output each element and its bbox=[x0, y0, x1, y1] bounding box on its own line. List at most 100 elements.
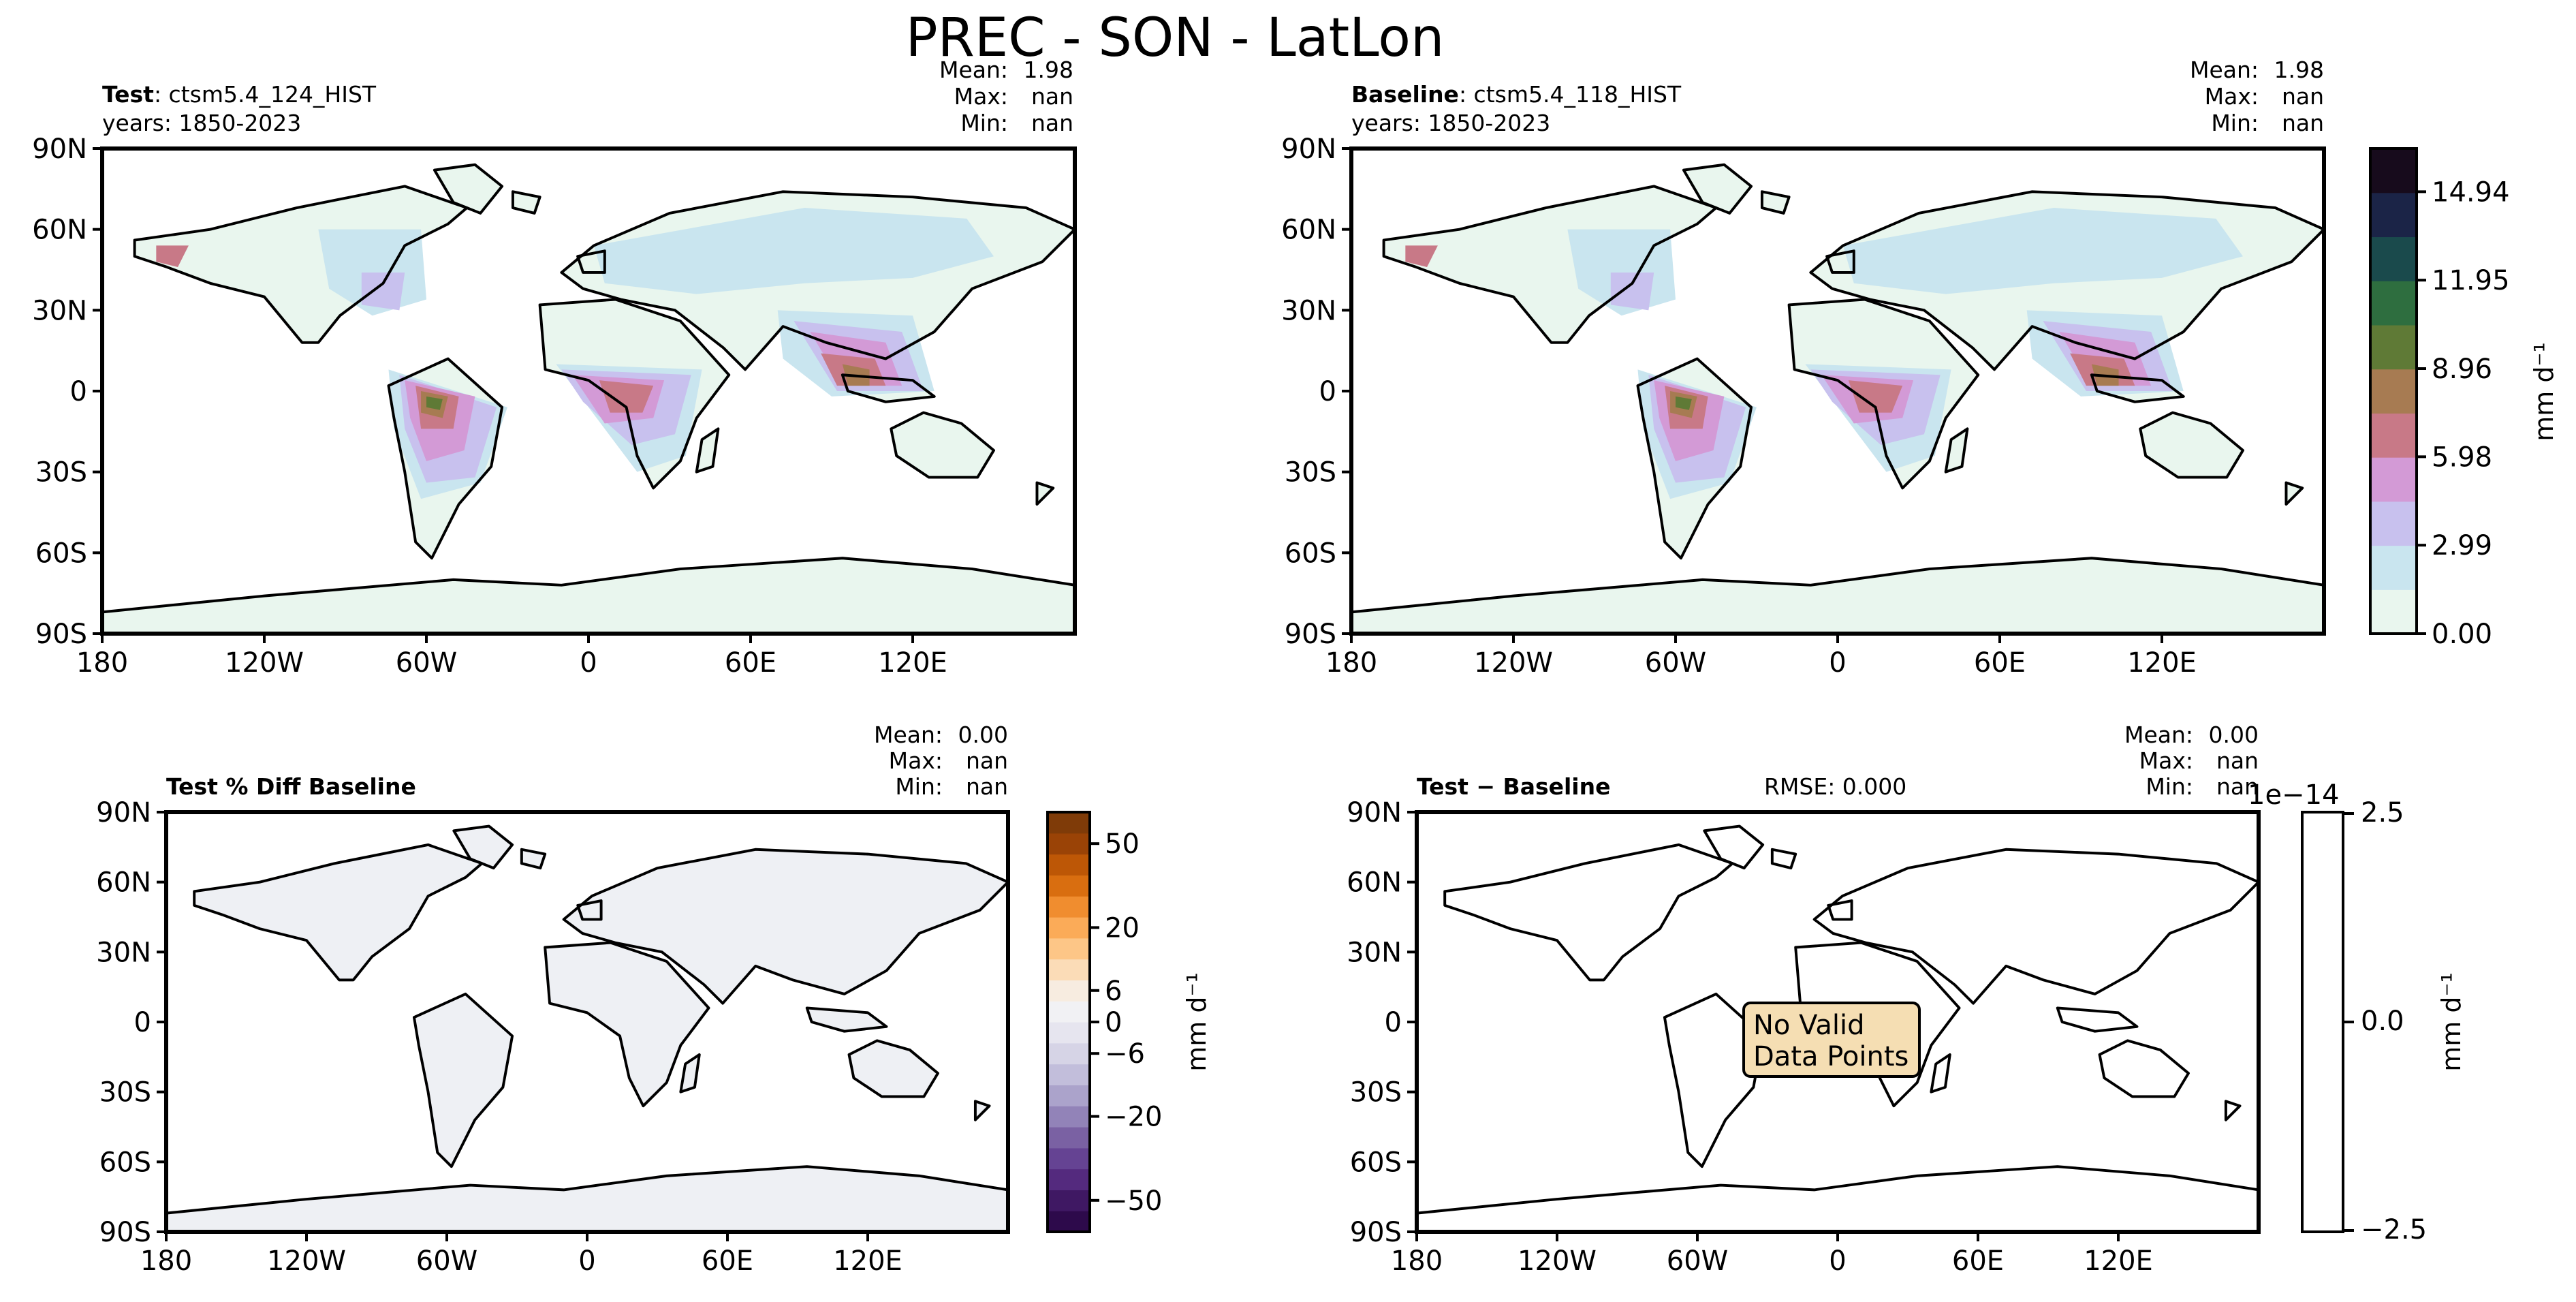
stat-value: nan bbox=[2282, 110, 2324, 136]
stat-value: nan bbox=[2282, 83, 2324, 110]
stat-label: Min: bbox=[2146, 773, 2193, 800]
colorbar-pctdiff-tick-label: 20 bbox=[1105, 912, 1140, 944]
stat-label: Max: bbox=[2205, 83, 2259, 110]
lat-tick-label: 60S bbox=[1285, 538, 1336, 569]
colorbar-prec-tick-label: 5.98 bbox=[2432, 441, 2492, 473]
panel-baseline-label: Baseline: ctsm5.4_118_HIST bbox=[1351, 81, 1682, 108]
lat-tick-label: 30S bbox=[1285, 457, 1336, 489]
colorbar-pctdiff-swatch bbox=[1048, 980, 1090, 1002]
stat-label: Min: bbox=[960, 110, 1008, 136]
colorbar-pctdiff-swatch bbox=[1048, 917, 1090, 939]
lon-tick-label: 120W bbox=[1474, 647, 1553, 679]
panel-diff-label: Test − Baseline bbox=[1417, 773, 1611, 800]
colorbar-prec: 0.00 2.99 5.98 8.96 11.95 14.94 bbox=[2369, 147, 2510, 650]
no-data-box: No Valid Data Points bbox=[1742, 1002, 1921, 1078]
colorbar-pctdiff-swatch bbox=[1048, 896, 1090, 918]
lat-tick-label: 30N bbox=[1281, 295, 1336, 326]
lat-tick-label: 90N bbox=[1281, 134, 1336, 165]
colorbar-prec-tick-label: 8.96 bbox=[2432, 354, 2492, 385]
stat-value: 0.00 bbox=[958, 722, 1008, 748]
figure-title: PREC - SON - LatLon bbox=[906, 7, 1445, 69]
colorbar-pctdiff-swatch bbox=[1048, 1001, 1090, 1023]
colorbar-pctdiff-tick-label: −6 bbox=[1105, 1038, 1145, 1070]
lon-tick-label: 180 bbox=[140, 1245, 192, 1277]
colorbar-prec-unit: mm d⁻¹ bbox=[2529, 342, 2559, 441]
colorbar-pctdiff-swatch bbox=[1048, 1190, 1090, 1211]
lat-tick-label: 60S bbox=[35, 538, 87, 569]
lon-tick-label: 180 bbox=[1325, 647, 1377, 679]
stat-label: Mean: bbox=[939, 57, 1008, 83]
lat-tick-label: 90N bbox=[96, 797, 151, 828]
lat-tick-label: 30N bbox=[96, 937, 151, 968]
lat-tick-label: 30S bbox=[35, 457, 87, 489]
stat-label: Mean: bbox=[2190, 57, 2259, 83]
stat-label: Mean: bbox=[874, 722, 943, 748]
colorbar-prec-swatch bbox=[2370, 236, 2417, 281]
colorbar-pctdiff-swatch bbox=[1048, 937, 1090, 960]
lat-tick-label: 0 bbox=[1385, 1007, 1402, 1038]
map-pctdiff bbox=[164, 810, 1010, 1234]
stat-value: nan bbox=[2216, 747, 2259, 774]
stat-label: Max: bbox=[2139, 747, 2193, 774]
colorbar-pctdiff-tick-label: 0 bbox=[1105, 1007, 1122, 1038]
colorbar-diff-tick: −2.5 bbox=[2361, 1214, 2427, 1245]
lat-tick-label: 60N bbox=[32, 215, 87, 246]
stat-value: nan bbox=[2216, 773, 2259, 800]
colorbar-pctdiff-unit: mm d⁻¹ bbox=[1182, 972, 1212, 1072]
stat-value: 1.98 bbox=[1024, 57, 1073, 83]
panel-diff: Test − Baseline RMSE: 0.000 Mean: 0.00 M… bbox=[1347, 722, 2261, 1277]
colorbar-prec-swatch bbox=[2370, 369, 2417, 414]
panel-test-years: years: 1850-2023 bbox=[102, 110, 301, 136]
colorbar-pctdiff-tick-label: 50 bbox=[1105, 828, 1140, 860]
lon-tick-label: 60W bbox=[396, 647, 457, 679]
colorbar-prec-swatch bbox=[2370, 589, 2417, 634]
colorbar-prec-swatch bbox=[2370, 324, 2417, 370]
colorbar-prec-tick-label: 0.00 bbox=[2432, 619, 2492, 650]
stat-label: Mean: bbox=[2124, 722, 2193, 748]
colorbar-pctdiff-swatch bbox=[1048, 1127, 1090, 1149]
colorbar-diff-tick: 2.5 bbox=[2361, 797, 2404, 828]
map-baseline bbox=[1349, 146, 2326, 636]
lon-tick-label: 60W bbox=[1645, 647, 1706, 679]
panel-test: Test: ctsm5.4_124_HIST years: 1850-2023 … bbox=[32, 57, 1077, 679]
lat-tick-label: 30S bbox=[1350, 1077, 1402, 1109]
colorbar-pctdiff-tick-label: −50 bbox=[1105, 1185, 1162, 1217]
stat-label: Min: bbox=[2211, 110, 2259, 136]
lon-tick-label: 60E bbox=[725, 647, 776, 679]
stat-label: Max: bbox=[889, 747, 943, 774]
colorbar-diff-offset: 1e−14 bbox=[2248, 779, 2339, 811]
lat-tick-label: 90S bbox=[35, 619, 87, 650]
lon-tick-label: 60E bbox=[702, 1245, 753, 1277]
lon-tick-label: 120E bbox=[878, 647, 947, 679]
colorbar-diff-unit: mm d⁻¹ bbox=[2436, 972, 2466, 1072]
lat-tick-label: 0 bbox=[70, 376, 87, 407]
no-data-text-line2: Data Points bbox=[1753, 1041, 1909, 1072]
lon-tick-label: 0 bbox=[1829, 1245, 1846, 1277]
colorbar-pctdiff-tick-label: 6 bbox=[1105, 976, 1122, 1007]
colorbar-pctdiff-swatch bbox=[1048, 1211, 1090, 1233]
stat-value: nan bbox=[1031, 83, 1073, 110]
lon-tick-label: 180 bbox=[1391, 1245, 1443, 1277]
stat-label: Min: bbox=[895, 773, 943, 800]
colorbar-pctdiff-swatch bbox=[1048, 1168, 1090, 1190]
colorbar-pctdiff-swatch bbox=[1048, 1106, 1090, 1128]
lon-tick-label: 120E bbox=[2127, 647, 2197, 679]
lon-tick-label: 120W bbox=[225, 647, 304, 679]
panel-baseline: Baseline: ctsm5.4_118_HIST years: 1850-2… bbox=[1281, 57, 2326, 679]
colorbar-pctdiff-swatch bbox=[1048, 1147, 1090, 1170]
panel-pctdiff: Test % Diff Baseline Mean: 0.00 Max: nan… bbox=[96, 722, 1010, 1277]
lat-tick-label: 0 bbox=[134, 1007, 151, 1038]
colorbar-pctdiff-swatch bbox=[1048, 875, 1090, 897]
lon-tick-label: 60W bbox=[416, 1245, 477, 1277]
lon-tick-label: 120E bbox=[2084, 1245, 2153, 1277]
stat-value: 0.00 bbox=[2209, 722, 2259, 748]
lat-tick-label: 90S bbox=[1350, 1217, 1402, 1248]
colorbar-prec-swatch bbox=[2370, 149, 2417, 193]
colorbar-pctdiff-swatch bbox=[1048, 833, 1090, 855]
panel-pctdiff-stats: Mean: 0.00 Max: nan Min: nan bbox=[874, 722, 1008, 800]
stat-value: 1.98 bbox=[2274, 57, 2324, 83]
lon-tick-label: 60E bbox=[1952, 1245, 2004, 1277]
